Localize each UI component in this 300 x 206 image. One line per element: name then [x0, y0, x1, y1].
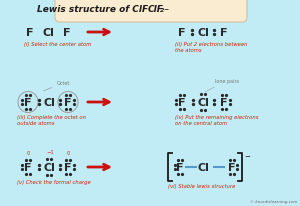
Text: F: F: [24, 97, 32, 108]
Text: −: −: [164, 6, 169, 11]
Text: F: F: [64, 162, 72, 172]
Text: F: F: [64, 97, 72, 108]
FancyBboxPatch shape: [55, 0, 247, 23]
Text: Cl: Cl: [197, 162, 209, 172]
Text: lone pairs: lone pairs: [206, 79, 239, 92]
Text: Octet: Octet: [44, 81, 70, 91]
Text: Cl: Cl: [197, 28, 209, 38]
Text: ClF: ClF: [148, 6, 164, 14]
Text: Cl: Cl: [42, 28, 54, 38]
Text: 0: 0: [66, 151, 70, 156]
Text: © knordislearning.com: © knordislearning.com: [250, 199, 297, 203]
Text: F: F: [26, 28, 34, 38]
Text: Cl: Cl: [43, 97, 55, 108]
Text: (iii) Complete the octet on
outside atoms: (iii) Complete the octet on outside atom…: [17, 115, 86, 125]
Text: 0: 0: [26, 151, 30, 156]
Text: F: F: [178, 97, 186, 108]
Text: Lewis structure of ClF: Lewis structure of ClF: [37, 6, 148, 14]
Text: F: F: [63, 28, 71, 38]
Text: Cl: Cl: [197, 97, 209, 108]
Text: F: F: [24, 162, 32, 172]
Text: F: F: [178, 28, 186, 38]
Text: F: F: [176, 162, 184, 172]
Text: (i) Select the center atom: (i) Select the center atom: [24, 42, 92, 47]
Text: F: F: [220, 97, 228, 108]
Text: F: F: [228, 162, 236, 172]
Text: Cl: Cl: [43, 162, 55, 172]
Text: (vi) Stable lewis structure: (vi) Stable lewis structure: [168, 183, 236, 188]
Text: (iv) Put the remaining electrons
on the central atom: (iv) Put the remaining electrons on the …: [175, 115, 259, 125]
Text: F: F: [220, 28, 228, 38]
Text: −: −: [244, 153, 250, 159]
Text: −1: −1: [46, 150, 54, 155]
Text: 2: 2: [160, 8, 164, 13]
Text: (ii) Put 2 electrons between
the atoms: (ii) Put 2 electrons between the atoms: [175, 42, 247, 53]
Text: (v) Check the formal charge: (v) Check the formal charge: [17, 179, 91, 184]
